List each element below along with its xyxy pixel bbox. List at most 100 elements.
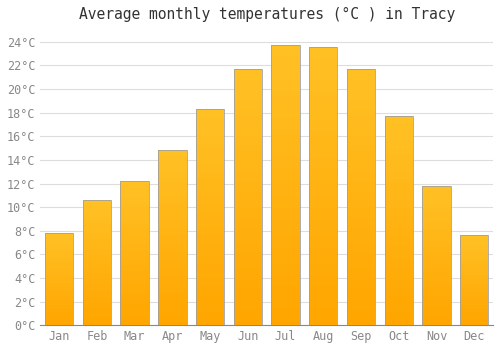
Bar [460,304,488,306]
Bar [347,136,375,141]
Bar [272,74,299,79]
Bar [158,283,186,287]
Bar [460,244,488,246]
Bar [196,260,224,265]
Bar [272,46,299,325]
Bar [309,153,338,158]
Bar [83,275,111,278]
Bar [309,219,338,225]
Bar [120,241,149,245]
Bar [347,218,375,223]
Bar [158,231,186,234]
Bar [196,174,224,178]
Bar [309,69,338,75]
Bar [234,248,262,253]
Bar [272,224,299,230]
Bar [309,130,338,136]
Bar [158,290,186,294]
Bar [460,314,488,316]
Bar [234,218,262,223]
Bar [234,320,262,325]
Bar [83,308,111,310]
Bar [45,281,74,283]
Bar [384,162,413,166]
Bar [422,317,450,320]
Bar [309,47,338,325]
Bar [120,253,149,256]
Bar [120,213,149,216]
Bar [272,96,299,101]
Bar [234,100,262,105]
Bar [196,135,224,139]
Bar [347,166,375,172]
Bar [234,279,262,284]
Bar [309,270,338,275]
Bar [309,186,338,191]
Bar [347,320,375,325]
Bar [120,320,149,322]
Bar [83,262,111,265]
Bar [347,284,375,289]
Bar [422,247,450,250]
Bar [309,214,338,219]
Bar [120,222,149,224]
Bar [347,141,375,146]
Bar [234,172,262,177]
Bar [83,270,111,273]
Bar [384,150,413,154]
Bar [309,52,338,58]
Bar [234,289,262,294]
Bar [422,284,450,286]
Bar [272,146,299,152]
Bar [158,297,186,301]
Bar [347,300,375,305]
Bar [272,264,299,269]
Bar [272,46,299,325]
Bar [272,135,299,141]
Bar [460,284,488,286]
Bar [158,164,186,168]
Bar [309,292,338,298]
Bar [120,193,149,196]
Bar [460,255,488,257]
Bar [83,223,111,225]
Bar [234,202,262,207]
Bar [120,236,149,239]
Bar [234,238,262,243]
Bar [83,310,111,313]
Bar [347,110,375,115]
Bar [347,161,375,166]
Bar [45,237,74,239]
Bar [347,177,375,182]
Bar [347,146,375,151]
Bar [347,131,375,136]
Bar [45,261,74,262]
Bar [234,197,262,202]
Bar [83,228,111,230]
Bar [309,197,338,203]
Bar [158,224,186,228]
Bar [460,287,488,289]
Bar [120,299,149,302]
Bar [422,217,450,219]
Bar [158,217,186,220]
Bar [120,250,149,253]
Bar [384,208,413,212]
Bar [272,280,299,286]
Bar [234,110,262,115]
Bar [384,296,413,300]
Bar [196,290,224,295]
Bar [309,264,338,270]
Bar [234,105,262,110]
Bar [83,258,111,260]
Bar [384,304,413,308]
Bar [196,109,224,113]
Bar [234,156,262,161]
Bar [384,317,413,321]
Bar [272,292,299,297]
Bar [83,280,111,283]
Bar [120,181,149,325]
Bar [83,240,111,243]
Bar [272,158,299,163]
Bar [158,206,186,210]
